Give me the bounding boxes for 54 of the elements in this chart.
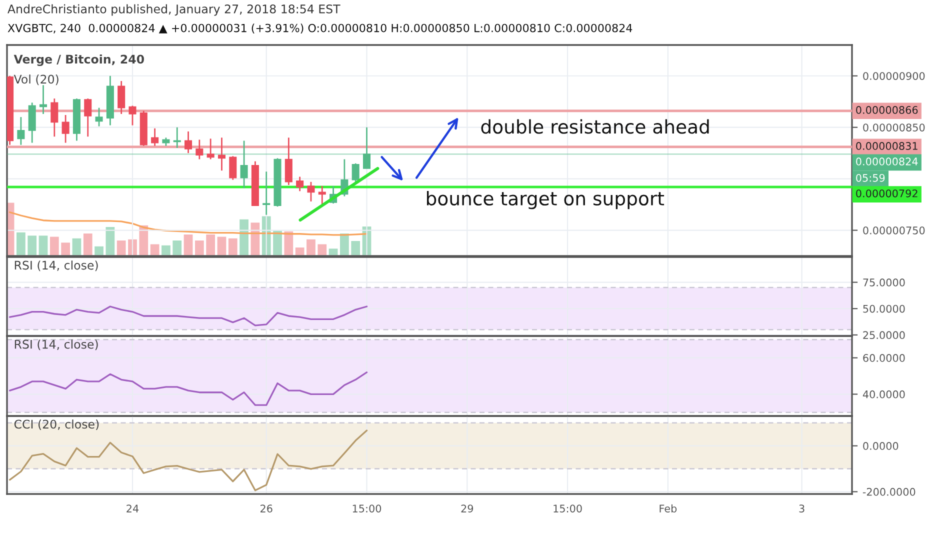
text: Verge / Bitcoin, 240 <box>14 54 144 66</box>
chart-title: Vol (20) <box>14 74 58 86</box>
chart-title: RSI (14, close) <box>14 260 98 272</box>
text: XVGBTC, 240 0.00000824 ▲ +0.00000031 (+3.91%) O:0.00000810 H:0.00000850 L:0.00000810 C:0.00000824 <box>8 24 632 34</box>
candlestick <box>17 116 25 146</box>
y-tick-label: 0.00000850 <box>863 124 925 132</box>
candlestick <box>196 139 204 160</box>
candlestick <box>307 181 315 202</box>
ref-line-label: 0.00000824 <box>856 158 918 166</box>
y-tick-label: 0.00000750 <box>863 226 925 234</box>
line-series <box>8 430 368 492</box>
candlestick <box>218 136 226 172</box>
candlestick <box>296 176 304 192</box>
y-tick-label: 0.0000 <box>863 442 898 450</box>
text: 05:59 <box>856 174 885 182</box>
x-tick-label: 3 <box>799 504 804 512</box>
y-tick-label: 25.0000 <box>863 331 905 340</box>
x-tick-label: 15:00 <box>554 504 582 512</box>
y-tick-label: 40.0000 <box>862 390 905 398</box>
candlestick <box>50 98 58 138</box>
line-series <box>8 306 368 326</box>
candlestick <box>229 155 237 181</box>
x-tick-label: 26 <box>260 504 272 512</box>
ref-line-label: 0.00000866 <box>856 106 918 114</box>
line-series <box>8 372 368 406</box>
y-tick-label: 75.0000 <box>863 278 905 286</box>
candlestick <box>128 105 136 126</box>
x-tick-label: 15:00 <box>352 504 382 512</box>
chart-title: CCI (20, close) <box>14 420 99 430</box>
text: AndreChristianto published, January 27, 2018 18:54 EST <box>8 4 340 16</box>
candlestick <box>362 126 371 170</box>
candlestick <box>352 162 360 183</box>
y-tick-label: 60.0000 <box>863 354 905 362</box>
ref-line-label: 0.00000792 <box>856 189 918 198</box>
candlestick <box>62 114 70 144</box>
y-tick-label: 0.00000900 <box>863 72 925 80</box>
x-tick-label: 24 <box>126 504 139 512</box>
candlestick <box>118 80 126 115</box>
candlestick <box>151 128 159 147</box>
candlestick <box>262 170 270 216</box>
candlestick <box>206 138 214 160</box>
x-tick-label: Feb <box>660 504 677 512</box>
candlestick <box>95 107 103 128</box>
candlestick <box>84 98 92 138</box>
x-tick-label: 29 <box>461 504 474 512</box>
y-tick-label: -200.0000 <box>862 488 916 496</box>
candlestick <box>184 130 192 154</box>
annotation: double resistance ahead <box>481 119 709 134</box>
ref-line-label: 0.00000831 <box>856 142 918 150</box>
y-tick-label: 50.0000 <box>863 304 905 313</box>
annotation: bounce target on support <box>426 191 664 210</box>
candlestick <box>284 136 292 186</box>
candlestick <box>240 140 248 189</box>
chart-title: RSI (14, close) <box>14 340 98 350</box>
